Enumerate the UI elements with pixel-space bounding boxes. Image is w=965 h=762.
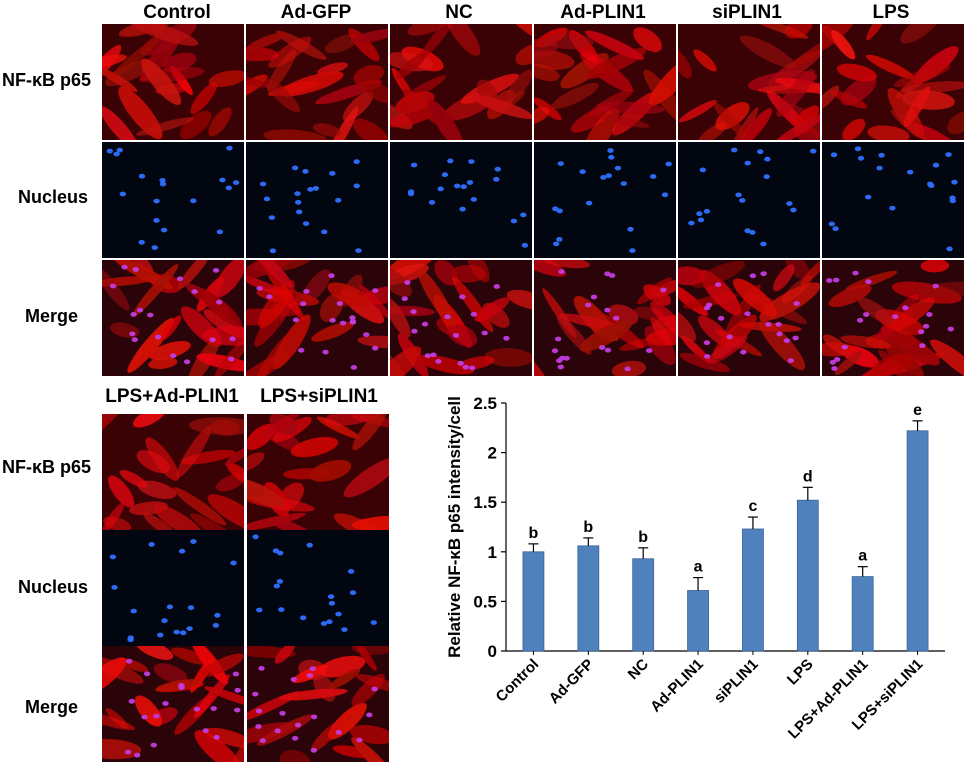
micrograph-red-1 [246, 24, 388, 140]
significance-letter: a [858, 548, 867, 565]
micrograph-bottom-blue-0 [102, 530, 244, 646]
bar [687, 590, 709, 652]
micrograph-merge-3 [534, 260, 676, 376]
bar-chart: 0 0.5 1 1.5 2 2.5 Relative NF-κB p65 intensity… [445, 394, 945, 742]
significance-letter: d [803, 468, 813, 485]
column-label-control: Control [143, 2, 211, 23]
micrograph-blue-2 [390, 142, 532, 258]
row-label-merge-bottom: Merge [25, 697, 79, 717]
micrograph-blue-4 [678, 142, 820, 258]
micrograph-blue-1 [246, 142, 388, 258]
x-tick-label: Control [493, 656, 543, 706]
significance-letter: e [913, 402, 922, 419]
micrograph-merge-2 [390, 260, 532, 376]
micrograph-bottom-merge-0 [102, 646, 244, 762]
micrograph-merge-4 [678, 260, 820, 376]
column-label-siplin1: siPLIN1 [712, 2, 782, 23]
micrograph-blue-3 [534, 142, 676, 258]
y-tick-label: 0 [488, 642, 497, 661]
y-tick-label: 2.5 [473, 394, 497, 413]
micrograph-merge-1 [246, 260, 388, 376]
y-tick-label: 1.5 [473, 493, 497, 512]
row-label-nucleus: Nucleus [18, 187, 89, 207]
micrograph-merge-0 [102, 260, 244, 376]
micrograph-bottom-red-1 [247, 414, 389, 530]
micrograph-blue-5 [822, 142, 964, 258]
bar [742, 528, 764, 652]
y-tick-label: 1 [488, 543, 497, 562]
row-label-nfkb-bottom: NF-κB p65 [2, 457, 92, 477]
x-tick-label: NC [625, 656, 652, 683]
row-label-nucleus-bottom: Nucleus [18, 577, 89, 597]
bar [577, 545, 600, 652]
column-label-ad-plin1: Ad-PLIN1 [560, 2, 646, 23]
micrograph-blue-0 [102, 142, 244, 258]
micrograph-bottom-merge-1 [247, 646, 389, 762]
significance-letter: b [638, 529, 648, 546]
bar [632, 558, 655, 652]
y-tick-label: 2 [488, 444, 497, 463]
significance-letter: c [748, 498, 757, 515]
row-label-nfkb: NF-κB p65 [2, 70, 92, 90]
bar [906, 430, 929, 652]
micrograph-red-0 [102, 24, 244, 140]
x-tick-label: Ad-GFP [546, 656, 597, 707]
y-axis-label: Relative NF-κB p65 intensity/cell [445, 396, 464, 658]
y-tick-label: 0.5 [473, 592, 497, 611]
column-label-nc: NC [445, 2, 473, 23]
significance-letter: b [583, 519, 593, 536]
micrograph-red-3 [534, 24, 676, 140]
x-tick-label: Ad-PLIN1 [647, 656, 707, 716]
x-tick-label: LPS [784, 656, 817, 689]
micrograph-red-4 [678, 24, 820, 140]
significance-letter: b [529, 525, 539, 542]
row-label-merge: Merge [25, 306, 79, 326]
column-label-lps-ad-plin1: LPS+Ad-PLIN1 [105, 386, 239, 407]
micrograph-bottom-blue-1 [247, 530, 389, 646]
column-label-lps-siplin1: LPS+siPLIN1 [260, 386, 378, 407]
bar [796, 499, 819, 652]
micrograph-bottom-red-0 [102, 414, 244, 530]
bar [851, 576, 874, 652]
micrograph-red-5 [822, 24, 964, 140]
column-label-lps: LPS [872, 2, 910, 23]
micrograph-merge-5 [822, 260, 964, 376]
micrograph-red-2 [390, 24, 532, 140]
x-tick-label: siPLIN1 [711, 656, 762, 707]
significance-letter: a [694, 559, 703, 576]
column-label-ad-gfp: Ad-GFP [280, 2, 352, 23]
bar [522, 551, 545, 652]
